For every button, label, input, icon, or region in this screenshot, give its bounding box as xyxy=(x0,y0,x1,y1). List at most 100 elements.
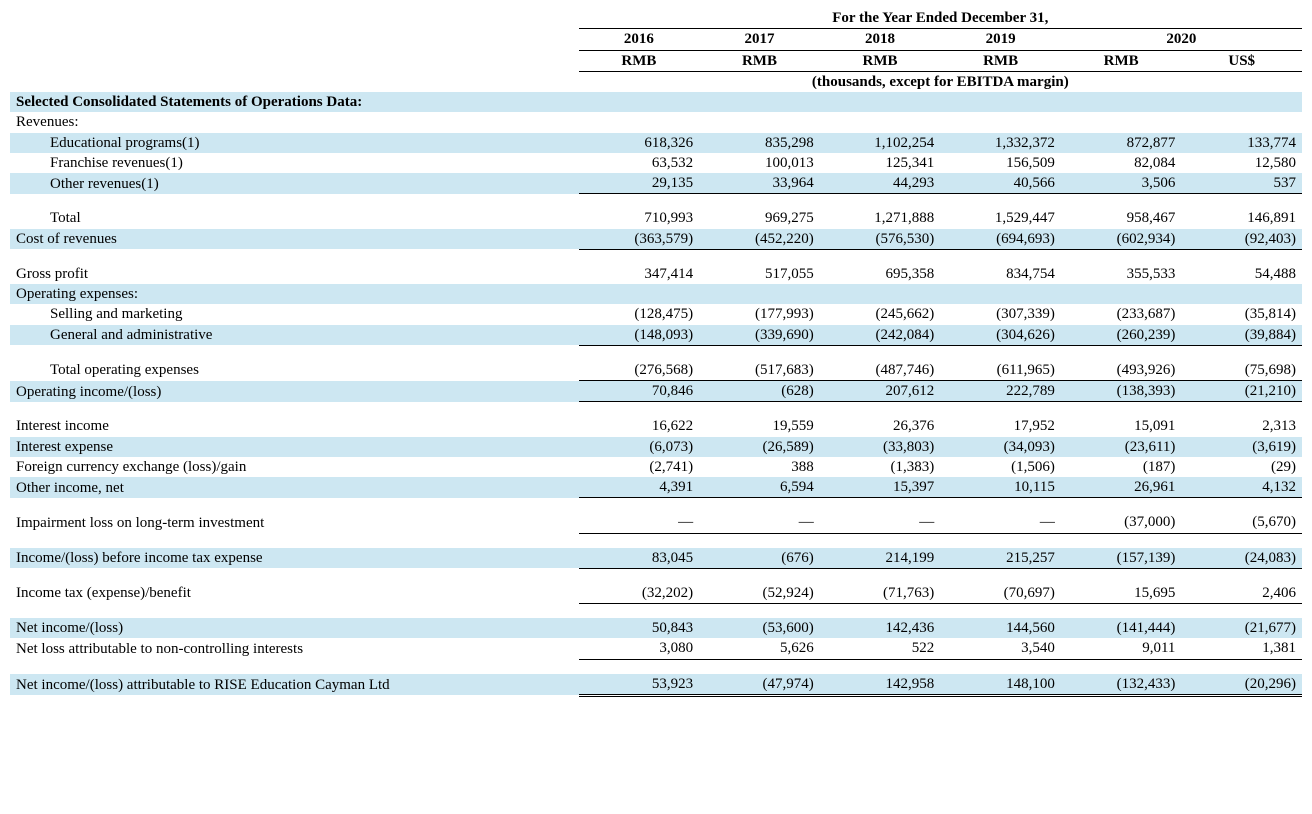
row-tax-v3: (70,697) xyxy=(940,583,1061,604)
row-attr-v2: 142,958 xyxy=(820,674,941,696)
row-ga-v2: (242,084) xyxy=(820,325,941,346)
header-curr-1: RMB xyxy=(699,50,820,71)
row-total-opex-v3: (611,965) xyxy=(940,360,1061,381)
row-impair-v5: (5,670) xyxy=(1181,512,1302,533)
opex-label-row: Operating expenses: xyxy=(10,284,1302,304)
row-other-v3: 40,566 xyxy=(940,173,1061,194)
header-subnote-row: (thousands, except for EBITDA margin) xyxy=(10,71,1302,92)
header-currency-row: RMB RMB RMB RMB RMB US$ xyxy=(10,50,1302,71)
row-fran-v4: 82,084 xyxy=(1061,153,1182,173)
row-nci-v3: 3,540 xyxy=(940,638,1061,659)
row-fx-v0: (2,741) xyxy=(579,457,700,477)
row-other-label: Other revenues(1) xyxy=(10,173,579,194)
header-curr-3: RMB xyxy=(940,50,1061,71)
row-total-opex-v4: (493,926) xyxy=(1061,360,1182,381)
row-cost-rev-v5: (92,403) xyxy=(1181,229,1302,250)
row-other-v1: 33,964 xyxy=(699,173,820,194)
row-other-v4: 3,506 xyxy=(1061,173,1182,194)
row-int-exp-v1: (26,589) xyxy=(699,437,820,457)
row-oth-inc-v3: 10,115 xyxy=(940,477,1061,498)
header-year-2019: 2019 xyxy=(940,29,1061,50)
row-other-v5: 537 xyxy=(1181,173,1302,194)
row-attr-v1: (47,974) xyxy=(699,674,820,696)
row-net-v0: 50,843 xyxy=(579,618,700,638)
row-attr-v3: 148,100 xyxy=(940,674,1061,696)
row-sell-v2: (245,662) xyxy=(820,304,941,324)
header-curr-0: RMB xyxy=(579,50,700,71)
row-oth-inc-v4: 26,961 xyxy=(1061,477,1182,498)
header-year-2018: 2018 xyxy=(820,29,941,50)
row-int-exp-v3: (34,093) xyxy=(940,437,1061,457)
row-fx-v3: (1,506) xyxy=(940,457,1061,477)
row-gross: Gross profit 347,414 517,055 695,358 834… xyxy=(10,264,1302,284)
row-edu: Educational programs(1) 618,326 835,298 … xyxy=(10,133,1302,153)
row-op-inc: Operating income/(loss) 70,846 (628) 207… xyxy=(10,381,1302,402)
header-super: For the Year Ended December 31, xyxy=(579,8,1302,29)
row-int-exp-v2: (33,803) xyxy=(820,437,941,457)
row-total-rev-label: Total xyxy=(10,208,579,228)
row-attr-v0: 53,923 xyxy=(579,674,700,696)
section-title-row: Selected Consolidated Statements of Oper… xyxy=(10,92,1302,112)
row-impair-v0: — xyxy=(579,512,700,533)
row-cost-rev: Cost of revenues (363,579) (452,220) (57… xyxy=(10,229,1302,250)
row-sell-v0: (128,475) xyxy=(579,304,700,324)
row-total-opex-v2: (487,746) xyxy=(820,360,941,381)
row-sell-v1: (177,993) xyxy=(699,304,820,324)
row-tax: Income tax (expense)/benefit (32,202) (5… xyxy=(10,583,1302,604)
row-op-inc-v4: (138,393) xyxy=(1061,381,1182,402)
section-title: Selected Consolidated Statements of Oper… xyxy=(10,92,579,112)
row-cost-rev-v2: (576,530) xyxy=(820,229,941,250)
row-tax-v0: (32,202) xyxy=(579,583,700,604)
row-net-v4: (141,444) xyxy=(1061,618,1182,638)
row-fx: Foreign currency exchange (loss)/gain (2… xyxy=(10,457,1302,477)
row-total-rev-v2: 1,271,888 xyxy=(820,208,941,228)
row-tax-v2: (71,763) xyxy=(820,583,941,604)
row-oth-inc-v2: 15,397 xyxy=(820,477,941,498)
row-tax-v1: (52,924) xyxy=(699,583,820,604)
row-total-rev-v3: 1,529,447 xyxy=(940,208,1061,228)
row-sell-v5: (35,814) xyxy=(1181,304,1302,324)
header-curr-2: RMB xyxy=(820,50,941,71)
row-ga-v1: (339,690) xyxy=(699,325,820,346)
row-total-rev-v5: 146,891 xyxy=(1181,208,1302,228)
row-ga-v4: (260,239) xyxy=(1061,325,1182,346)
row-int-inc-v4: 15,091 xyxy=(1061,416,1182,436)
row-sell-v4: (233,687) xyxy=(1061,304,1182,324)
header-super-row: For the Year Ended December 31, xyxy=(10,8,1302,29)
row-oth-inc-v1: 6,594 xyxy=(699,477,820,498)
row-impair-v3: — xyxy=(940,512,1061,533)
row-int-inc: Interest income 16,622 19,559 26,376 17,… xyxy=(10,416,1302,436)
row-attr-v5: (20,296) xyxy=(1181,674,1302,696)
row-op-inc-v5: (21,210) xyxy=(1181,381,1302,402)
row-total-opex-v5: (75,698) xyxy=(1181,360,1302,381)
row-fx-v5: (29) xyxy=(1181,457,1302,477)
row-fran-v5: 12,580 xyxy=(1181,153,1302,173)
row-other-v2: 44,293 xyxy=(820,173,941,194)
row-int-exp-label: Interest expense xyxy=(10,437,579,457)
row-net-v2: 142,436 xyxy=(820,618,941,638)
row-int-inc-label: Interest income xyxy=(10,416,579,436)
row-edu-v4: 872,877 xyxy=(1061,133,1182,153)
row-int-inc-v0: 16,622 xyxy=(579,416,700,436)
row-fran-label: Franchise revenues(1) xyxy=(10,153,579,173)
row-impair-v4: (37,000) xyxy=(1061,512,1182,533)
row-cost-rev-label: Cost of revenues xyxy=(10,229,579,250)
row-op-inc-v0: 70,846 xyxy=(579,381,700,402)
row-pretax-v2: 214,199 xyxy=(820,548,941,569)
row-oth-inc-label: Other income, net xyxy=(10,477,579,498)
row-total-opex-v1: (517,683) xyxy=(699,360,820,381)
row-ga: General and administrative (148,093) (33… xyxy=(10,325,1302,346)
row-fx-label: Foreign currency exchange (loss)/gain xyxy=(10,457,579,477)
row-edu-v0: 618,326 xyxy=(579,133,700,153)
row-ga-v3: (304,626) xyxy=(940,325,1061,346)
revenues-label: Revenues: xyxy=(10,112,579,132)
row-net: Net income/(loss) 50,843 (53,600) 142,43… xyxy=(10,618,1302,638)
row-total-opex: Total operating expenses (276,568) (517,… xyxy=(10,360,1302,381)
row-fx-v4: (187) xyxy=(1061,457,1182,477)
row-ga-label: General and administrative xyxy=(10,325,579,346)
revenues-label-row: Revenues: xyxy=(10,112,1302,132)
row-sell-v3: (307,339) xyxy=(940,304,1061,324)
row-edu-v2: 1,102,254 xyxy=(820,133,941,153)
row-fx-v1: 388 xyxy=(699,457,820,477)
row-impair-v2: — xyxy=(820,512,941,533)
